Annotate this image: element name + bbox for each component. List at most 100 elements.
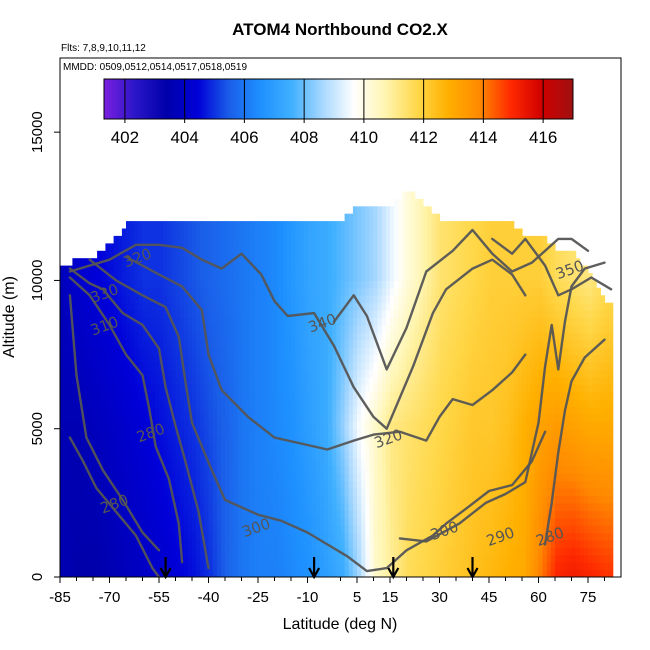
heatmap-cell: [138, 339, 144, 348]
heatmap-cell: [142, 369, 148, 378]
heatmap-cell: [245, 554, 251, 563]
heatmap-cell: [138, 495, 144, 504]
heatmap-cell: [336, 384, 342, 393]
heatmap-cell: [163, 317, 168, 326]
heatmap-cell: [142, 317, 148, 326]
heatmap-cell: [233, 517, 238, 526]
heatmap-cell: [456, 517, 461, 526]
heatmap-cell: [447, 332, 453, 341]
heatmap-cell: [84, 554, 90, 563]
heatmap-cell: [192, 517, 197, 526]
heatmap-cell: [295, 569, 300, 577]
heatmap-cell: [225, 458, 230, 467]
heatmap-cell: [212, 428, 218, 437]
heatmap-cell: [126, 324, 131, 333]
heatmap-cell: [220, 495, 226, 504]
heatmap-cell: [241, 502, 247, 511]
heatmap-cell: [245, 332, 251, 341]
heatmap-cell: [348, 213, 354, 222]
heatmap-cell: [253, 332, 259, 341]
heatmap-cell: [295, 495, 300, 504]
heatmap-cell: [385, 547, 391, 556]
heatmap-cell: [377, 488, 383, 496]
heatmap-cell: [76, 406, 82, 415]
heatmap-cell: [159, 451, 164, 459]
heatmap-cell: [150, 250, 156, 259]
heatmap-cell: [196, 406, 201, 415]
heatmap-cell: [204, 517, 210, 526]
heatmap-cell: [93, 347, 98, 356]
heatmap-cell: [258, 502, 263, 511]
heatmap-cell: [196, 391, 201, 400]
heatmap-cell: [212, 302, 218, 311]
heatmap-cell: [105, 354, 111, 363]
heatmap-cell: [394, 473, 399, 482]
heatmap-cell: [324, 258, 329, 267]
heatmap-cell: [307, 369, 313, 378]
heatmap-cell: [385, 347, 391, 356]
heatmap-cell: [225, 339, 230, 348]
heatmap-cell: [476, 510, 482, 519]
heatmap-cell: [295, 554, 300, 563]
heatmap-cell: [447, 451, 453, 459]
heatmap-cell: [464, 562, 469, 571]
heatmap-cell: [154, 384, 160, 393]
heatmap-cell: [253, 562, 259, 571]
heatmap-cell: [394, 287, 399, 296]
heatmap-cell: [80, 517, 86, 526]
heatmap-cell: [324, 243, 329, 252]
heatmap-cell: [109, 436, 115, 445]
heatmap-cell: [410, 235, 416, 244]
heatmap-cell: [150, 510, 156, 519]
heatmap-cell: [456, 421, 461, 430]
heatmap-cell: [200, 295, 205, 304]
heatmap-cell: [175, 421, 181, 430]
heatmap-cell: [212, 243, 218, 252]
heatmap-cell: [171, 399, 177, 408]
heatmap-cell: [105, 302, 111, 311]
heatmap-cell: [476, 569, 482, 577]
heatmap-cell: [373, 525, 379, 534]
heatmap-cell: [369, 488, 375, 496]
heatmap-cell: [299, 517, 304, 526]
heatmap-cell: [295, 347, 300, 356]
heatmap-cell: [447, 458, 453, 467]
heatmap-cell: [307, 295, 313, 304]
heatmap-cell: [163, 517, 168, 526]
heatmap-cell: [418, 362, 424, 370]
heatmap-cell: [183, 317, 189, 326]
heatmap-cell: [163, 495, 168, 504]
heatmap-cell: [229, 525, 234, 534]
heatmap-cell: [233, 384, 238, 393]
heatmap-cell: [443, 376, 449, 385]
heatmap-cell: [460, 258, 465, 267]
heatmap-cell: [398, 451, 403, 459]
heatmap-cell: [146, 258, 152, 267]
heatmap-cell: [253, 569, 259, 577]
heatmap-cell: [262, 332, 267, 341]
heatmap-cell: [340, 473, 346, 482]
heatmap-cell: [361, 332, 366, 341]
heatmap-cell: [307, 473, 313, 482]
heatmap-cell: [121, 480, 127, 489]
heatmap-cell: [163, 532, 168, 541]
heatmap-cell: [414, 258, 420, 267]
heatmap-cell: [212, 569, 218, 577]
heatmap-cell: [390, 243, 395, 252]
heatmap-cell: [468, 347, 474, 356]
heatmap-cell: [233, 354, 238, 363]
heatmap-cell: [324, 317, 329, 326]
heatmap-cell: [216, 532, 222, 541]
heatmap-cell: [233, 413, 238, 422]
heatmap-cell: [216, 458, 222, 467]
heatmap-cell: [324, 280, 329, 289]
heatmap-cell: [64, 428, 69, 437]
heatmap-cell: [369, 354, 375, 363]
heatmap-cell: [138, 354, 144, 363]
heatmap-cell: [431, 243, 436, 252]
heatmap-cell: [60, 473, 65, 482]
heatmap-cell: [187, 436, 193, 445]
heatmap-cell: [60, 525, 65, 534]
heatmap-cell: [299, 250, 304, 259]
heatmap-cell: [299, 324, 304, 333]
